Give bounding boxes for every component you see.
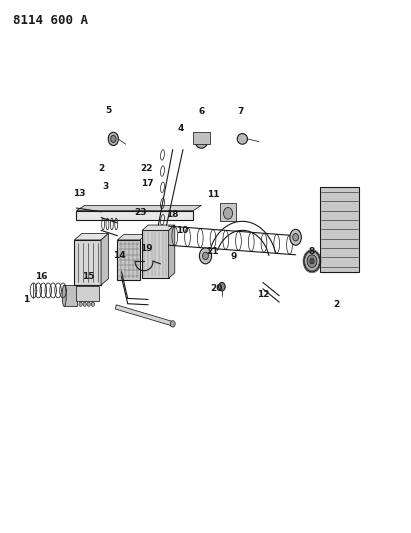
Text: 22: 22 <box>141 164 153 173</box>
Polygon shape <box>193 132 210 144</box>
Polygon shape <box>142 230 169 278</box>
Text: 4: 4 <box>178 124 184 133</box>
Polygon shape <box>320 187 359 272</box>
Polygon shape <box>118 235 146 240</box>
Text: 1: 1 <box>23 295 30 304</box>
Text: 11: 11 <box>208 190 220 199</box>
Ellipse shape <box>108 132 118 146</box>
Ellipse shape <box>83 302 86 306</box>
Polygon shape <box>142 225 175 230</box>
Polygon shape <box>118 240 140 280</box>
Polygon shape <box>74 233 109 240</box>
Ellipse shape <box>79 302 82 306</box>
Text: 6: 6 <box>198 107 205 116</box>
Polygon shape <box>115 305 173 326</box>
Polygon shape <box>74 240 101 285</box>
Ellipse shape <box>111 135 116 142</box>
Text: 19: 19 <box>140 245 152 254</box>
Text: 2: 2 <box>99 164 105 173</box>
Text: 20: 20 <box>210 284 223 293</box>
Text: 15: 15 <box>82 272 95 280</box>
Ellipse shape <box>170 321 175 327</box>
Text: 13: 13 <box>73 189 85 198</box>
Ellipse shape <box>87 302 90 306</box>
Text: 21: 21 <box>206 247 218 256</box>
Polygon shape <box>76 205 201 211</box>
Polygon shape <box>169 225 175 278</box>
Text: 9: 9 <box>231 253 238 261</box>
Text: 14: 14 <box>113 252 126 260</box>
Ellipse shape <box>91 302 95 306</box>
Polygon shape <box>76 211 193 220</box>
Polygon shape <box>101 233 109 285</box>
Text: 7: 7 <box>237 107 243 116</box>
Polygon shape <box>64 285 77 306</box>
Text: 8114 600 A: 8114 600 A <box>13 14 88 27</box>
Ellipse shape <box>237 134 247 144</box>
Text: 16: 16 <box>35 272 47 281</box>
Ellipse shape <box>293 233 298 241</box>
Text: 17: 17 <box>141 179 154 188</box>
Ellipse shape <box>307 255 317 268</box>
Ellipse shape <box>224 207 233 219</box>
Ellipse shape <box>310 259 314 264</box>
Text: 18: 18 <box>166 211 178 220</box>
Ellipse shape <box>304 251 320 272</box>
Text: 8: 8 <box>308 247 314 256</box>
Ellipse shape <box>199 248 212 264</box>
Polygon shape <box>76 286 99 301</box>
Text: 12: 12 <box>256 289 269 298</box>
Text: 5: 5 <box>105 106 111 115</box>
Ellipse shape <box>203 252 208 260</box>
Text: 23: 23 <box>134 208 147 217</box>
Ellipse shape <box>195 135 208 148</box>
Ellipse shape <box>62 285 66 306</box>
Text: 10: 10 <box>176 226 188 235</box>
Ellipse shape <box>219 282 225 291</box>
Ellipse shape <box>290 229 301 245</box>
Polygon shape <box>220 203 236 221</box>
Text: 2: 2 <box>333 300 340 309</box>
Text: 3: 3 <box>102 182 108 191</box>
